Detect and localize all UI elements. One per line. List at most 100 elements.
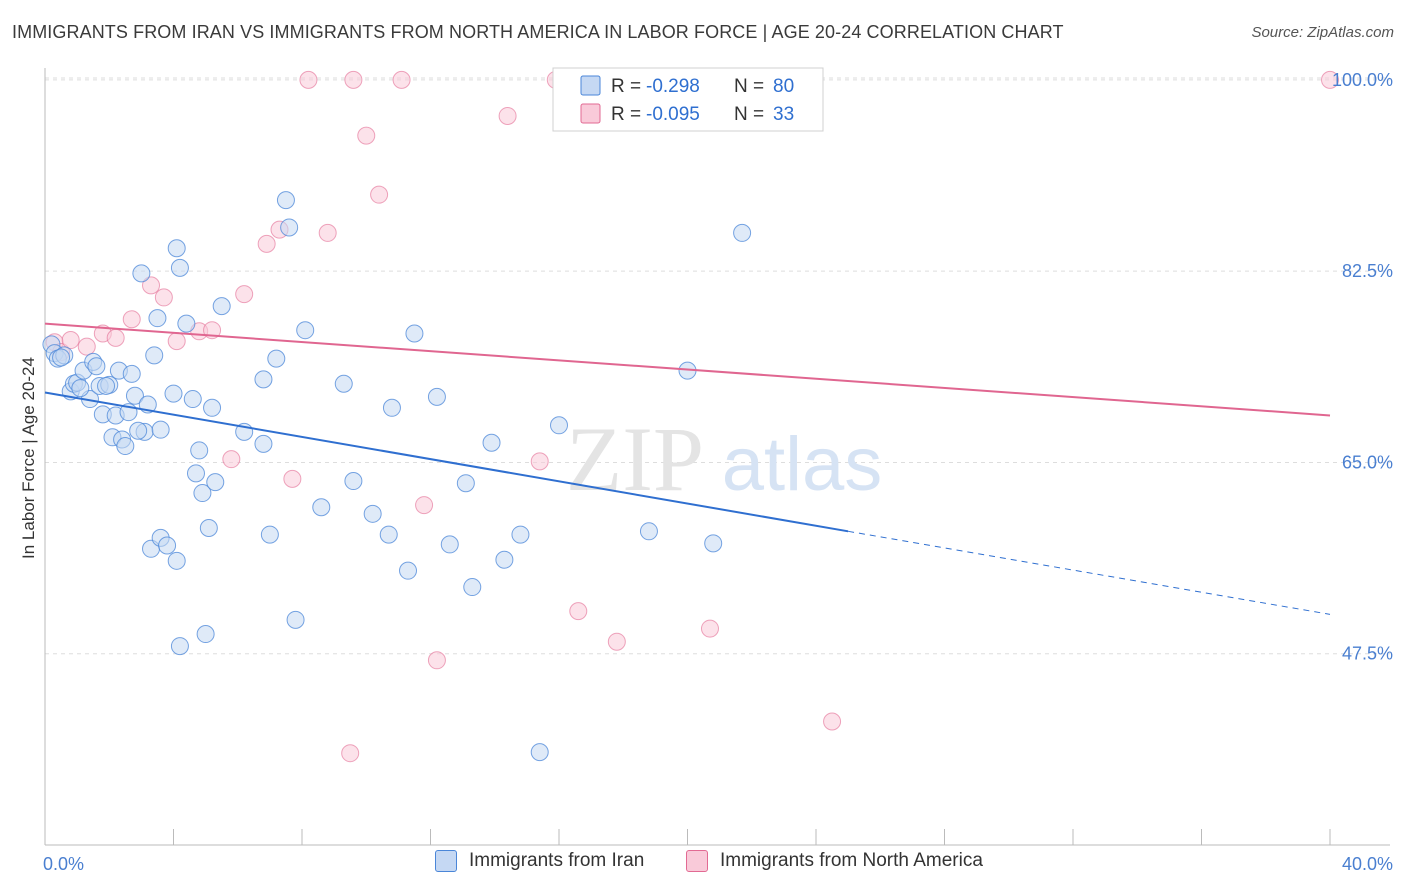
iran-point: [440, 535, 459, 554]
iran-point: [71, 379, 90, 398]
axes: [44, 68, 1390, 846]
na-point: [700, 619, 719, 638]
na-point: [370, 185, 389, 204]
iran-point: [125, 386, 144, 405]
na-point: [61, 331, 80, 350]
iran-point: [151, 420, 170, 439]
source-label: Source: ZipAtlas.com: [1251, 24, 1394, 41]
na-point: [167, 332, 186, 351]
iran-point: [164, 384, 183, 403]
na-point: [823, 712, 842, 731]
na-point: [222, 450, 241, 469]
na-trend-line: [44, 322, 1331, 417]
iran-point: [280, 218, 299, 237]
na-point: [415, 496, 434, 515]
na-point: [569, 602, 588, 621]
iran-point: [183, 390, 202, 409]
legend-label-na: Immigrants from North America: [720, 850, 983, 871]
iran-point: [254, 370, 273, 389]
iran-point: [116, 437, 135, 456]
iran-point: [344, 472, 363, 491]
na-point: [299, 70, 318, 89]
legend-item-iran[interactable]: Immigrants from Iran: [435, 850, 644, 872]
iran-point: [286, 610, 305, 629]
legend-swatch-na-bottom: [686, 850, 708, 872]
legend-r-label-na: R =: [611, 104, 641, 125]
iran-point: [704, 534, 723, 553]
iran-trend-line: [44, 391, 849, 533]
na-point: [357, 126, 376, 145]
legend-series: Immigrants from Iran Immigrants from Nor…: [0, 850, 1406, 880]
iran-point: [267, 349, 286, 368]
legend-swatch-na: [580, 103, 601, 124]
na-point: [235, 285, 254, 304]
iran-point: [148, 309, 167, 328]
watermark-zip: ZIP: [566, 408, 704, 510]
legend-r-value-na: -0.095: [646, 104, 700, 125]
iran-point: [196, 625, 215, 644]
x-tick-label-0: 0.0%: [43, 854, 84, 874]
na-point: [318, 223, 337, 242]
na-point: [154, 288, 173, 307]
iran-point: [530, 743, 549, 762]
grid-lines: [45, 77, 1390, 655]
legend-r-value-iran: -0.298: [646, 76, 700, 97]
iran-point: [122, 364, 141, 383]
legend-stats: R = -0.298 N = 80 R = -0.095 N = 33: [552, 67, 824, 132]
iran-point: [177, 314, 196, 333]
iran-point: [260, 525, 279, 544]
iran-point: [511, 525, 530, 544]
legend-r-label-iran: R =: [611, 76, 641, 97]
iran-point: [190, 441, 209, 460]
iran-point: [170, 637, 189, 656]
iran-point: [427, 387, 446, 406]
y-tick-label-2: 82.5%: [1342, 261, 1393, 281]
iran-points: [42, 191, 752, 762]
iran-point: [312, 498, 331, 517]
y-axis-label: In Labor Force | Age 20-24: [19, 357, 38, 559]
iran-point: [132, 264, 151, 283]
iran-point: [52, 348, 71, 367]
legend-n-label-iran: N =: [734, 76, 764, 97]
iran-point: [193, 484, 212, 503]
x-tick-labels: 0.0% 40.0%: [43, 854, 1393, 874]
iran-point: [170, 258, 189, 277]
legend-n-label-na: N =: [734, 104, 764, 125]
na-point: [77, 337, 96, 356]
na-point: [106, 328, 125, 347]
iran-point: [276, 191, 295, 210]
na-point: [1321, 70, 1339, 89]
legend-label-iran: Immigrants from Iran: [469, 850, 645, 871]
na-point: [341, 744, 360, 763]
iran-point: [495, 550, 514, 569]
legend-swatch-iran-bottom: [435, 850, 457, 872]
iran-point: [550, 416, 568, 435]
iran-point: [363, 504, 382, 523]
legend-n-value-iran: 80: [773, 76, 794, 97]
watermark: ZIP atlas: [566, 408, 882, 510]
legend-item-na[interactable]: Immigrants from North America: [686, 850, 983, 872]
na-point: [344, 70, 363, 89]
iran-point: [167, 239, 186, 258]
y-tick-label-1: 65.0%: [1342, 452, 1393, 472]
iran-point: [254, 434, 273, 453]
iran-point: [463, 578, 482, 597]
na-point: [122, 310, 141, 329]
iran-point: [87, 357, 106, 376]
watermark-atlas: atlas: [722, 422, 883, 507]
legend-swatch-iran: [580, 75, 601, 96]
iran-point: [145, 346, 164, 365]
iran-point: [167, 551, 186, 570]
iran-point: [399, 561, 418, 580]
iran-point: [296, 321, 315, 340]
iran-point: [203, 398, 222, 417]
y-tick-label-0: 47.5%: [1342, 644, 1393, 664]
iran-point: [405, 324, 424, 343]
iran-point: [382, 398, 401, 417]
iran-point: [456, 474, 475, 493]
na-point: [498, 106, 517, 125]
iran-point: [129, 421, 148, 440]
iran-trend-line-extrapolated: [848, 530, 1331, 615]
chart-title: IMMIGRANTS FROM IRAN VS IMMIGRANTS FROM …: [12, 22, 1064, 42]
